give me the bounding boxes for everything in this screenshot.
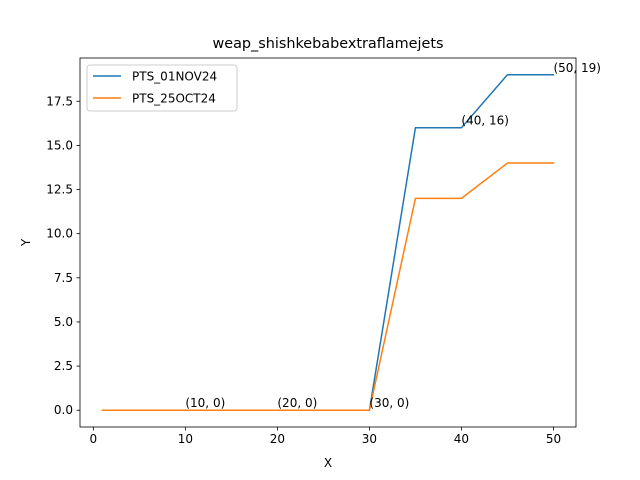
data-annotation: (30, 0) <box>369 396 409 410</box>
legend-box <box>86 64 238 112</box>
y-tick-label: 2.5 <box>54 359 73 373</box>
x-tick-label: 50 <box>546 432 561 446</box>
annotation-layer: (10, 0) (20, 0) (30, 0) (40, 16) (50, 19) <box>185 61 601 410</box>
data-annotation: (50, 19) <box>553 61 601 75</box>
y-axis-label: Y <box>19 238 33 247</box>
data-annotation: (20, 0) <box>277 396 317 410</box>
data-annotation: (10, 0) <box>185 396 225 410</box>
series-layer <box>101 74 555 411</box>
x-tick-label: 20 <box>270 432 285 446</box>
legend-label-0: PTS_01NOV24 <box>132 70 217 84</box>
x-tick-label: 0 <box>90 432 98 446</box>
y-tick-label: 12.5 <box>46 183 73 197</box>
y-tick-label: 0.0 <box>54 403 73 417</box>
y-tick-label: 7.5 <box>54 271 73 285</box>
y-tick-label: 10.0 <box>46 227 73 241</box>
plot-frame <box>79 57 577 428</box>
chart-title: weap_shishkebabextraflamejets <box>212 36 443 52</box>
x-tick-label: 10 <box>178 432 193 446</box>
x-axis-label: X <box>324 456 332 470</box>
legend: PTS_01NOV24 PTS_25OCT24 <box>86 64 238 112</box>
x-tick-label: 40 <box>454 432 469 446</box>
x-axis: 0 10 20 30 40 50 <box>90 427 561 446</box>
x-tick-label: 30 <box>362 432 377 446</box>
y-tick-label: 5.0 <box>54 315 73 329</box>
y-tick-label: 15.0 <box>46 138 73 152</box>
y-tick-label: 17.5 <box>46 94 73 108</box>
y-axis: 0.0 2.5 5.0 7.5 10.0 12.5 15.0 17.5 <box>46 94 80 417</box>
data-annotation: (40, 16) <box>461 114 509 128</box>
legend-label-1: PTS_25OCT24 <box>132 92 216 106</box>
series-line-1 <box>101 162 555 411</box>
